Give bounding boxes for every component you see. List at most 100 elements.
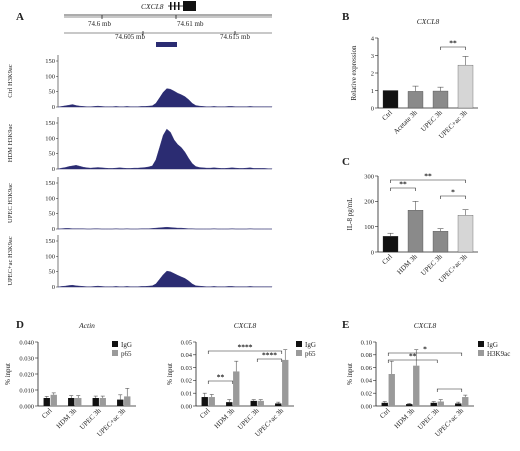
y-tick-label: 0.08: [361, 352, 372, 359]
y-axis-label: % input: [166, 363, 174, 385]
y-tick-label: 0.040: [19, 339, 34, 346]
track-signal: [57, 270, 273, 288]
coordinate-label: 74.6 mb: [88, 20, 111, 28]
bar: [92, 398, 99, 406]
bar: [407, 210, 424, 253]
significance-label: **: [217, 373, 225, 382]
significance-bracket: [387, 359, 438, 363]
significance-bracket: [390, 187, 416, 191]
panel-letter-E: E: [342, 319, 349, 331]
category-label: HDM 3h: [213, 406, 237, 430]
category-label: Ctrl: [381, 109, 394, 122]
coordinate-label: 74.61 mb: [177, 20, 204, 28]
gene-exon: [174, 2, 176, 10]
bar: [430, 402, 437, 406]
bar: [388, 374, 395, 406]
category-label: HDM 3h: [393, 406, 417, 430]
significance-bracket: [207, 380, 234, 384]
gene-exon: [170, 2, 172, 10]
legend-label: p65: [305, 350, 316, 358]
legend-swatch: [478, 341, 484, 347]
significance-label: **: [424, 172, 432, 181]
y-tick-label: 0.04: [181, 352, 193, 359]
track-tick-label: 150: [45, 58, 55, 65]
significance-bracket: [440, 195, 466, 199]
track-name: UPEC H3K9ac: [7, 183, 14, 223]
bar: [275, 403, 282, 406]
bar: [75, 398, 82, 406]
category-label: Ctrl: [40, 407, 53, 420]
bar: [250, 400, 257, 406]
significance-label: *: [423, 345, 427, 354]
category-label: Ctrl: [378, 407, 391, 420]
y-tick-label: 4: [371, 35, 375, 42]
y-tick-label: 1: [371, 88, 374, 95]
bar: [99, 398, 106, 406]
y-tick-label: 0.000: [19, 403, 34, 410]
category-label: HDM 3h: [396, 252, 420, 276]
bar: [201, 397, 208, 406]
bar: [208, 397, 215, 406]
y-tick-label: 0.02: [361, 391, 372, 398]
panel-letter-B: B: [342, 11, 350, 23]
track-tick-label: 150: [45, 180, 55, 187]
track-name: UPEC+ac H3K9ac: [7, 236, 14, 285]
bar: [432, 231, 449, 253]
track-signal: [57, 226, 272, 230]
category-label: UPEC 3h: [416, 406, 441, 431]
track-tick-label: 150: [45, 238, 55, 245]
bar: [457, 215, 474, 253]
category-label: UPEC 3h: [78, 406, 103, 431]
track-tick-label: 100: [45, 195, 55, 202]
y-axis-label: Relative expression: [350, 45, 358, 101]
legend-label: IgG: [121, 341, 132, 349]
y-tick-label: 0: [371, 249, 374, 256]
track-tick-label: 50: [49, 89, 56, 96]
y-axis-label: IL-8 pg/mL: [346, 198, 354, 231]
legend-swatch: [478, 350, 484, 356]
track-signal: [57, 88, 273, 108]
track-tick-label: 50: [49, 269, 56, 276]
track-name: Ctrl H3K9ac: [7, 64, 14, 98]
track-2: 0 50 100 150 UPEC H3K9ac: [7, 177, 272, 233]
coordinate-label: 74.615 mb: [220, 33, 250, 41]
bar: [382, 90, 399, 109]
category-label: Ctrl: [198, 407, 211, 420]
y-tick-label: 0.03: [181, 365, 192, 372]
significance-label: ****: [238, 343, 253, 352]
bar: [406, 404, 413, 406]
track-tick-label: 150: [45, 120, 55, 127]
track-1: 0 50 100 150 HDM H3K9ac: [7, 117, 273, 173]
bar: [432, 90, 449, 109]
track-tick-label: 0: [52, 284, 55, 291]
legend-swatch: [112, 341, 118, 347]
track-tick-label: 0: [52, 166, 55, 173]
y-tick-label: 0.02: [181, 378, 192, 385]
bar: [282, 359, 289, 406]
bar: [257, 400, 264, 406]
chart-D-4: CXCL8 0.00 0.01 0.02 0.03 0.04 0.05 % input IgGp…: [166, 321, 316, 438]
track-name: HDM H3K9ac: [7, 124, 14, 163]
significance-bracket: [387, 352, 463, 356]
significance-label: ****: [262, 351, 277, 360]
significance-label: **: [449, 39, 457, 48]
track-tick-label: 0: [52, 226, 55, 233]
significance-bracket: [207, 350, 283, 354]
gene-exon: [183, 1, 196, 11]
significance-bracket: [256, 358, 283, 362]
bar: [233, 371, 240, 406]
track-tick-label: 100: [45, 135, 55, 142]
legend-label: IgG: [487, 341, 498, 349]
chart-title: CXCL8: [234, 321, 257, 330]
bar: [381, 402, 388, 406]
y-tick-label: 0: [371, 105, 374, 112]
significance-label: **: [409, 352, 417, 361]
significance-bracket: [440, 46, 466, 50]
category-label: UPEC 3h: [419, 108, 444, 133]
track-0: 0 50 100 150 Ctrl H3K9ac: [7, 55, 273, 111]
bar: [68, 398, 75, 406]
y-tick-label: 0.00: [181, 403, 192, 410]
legend-swatch: [296, 341, 302, 347]
bar: [455, 403, 462, 406]
